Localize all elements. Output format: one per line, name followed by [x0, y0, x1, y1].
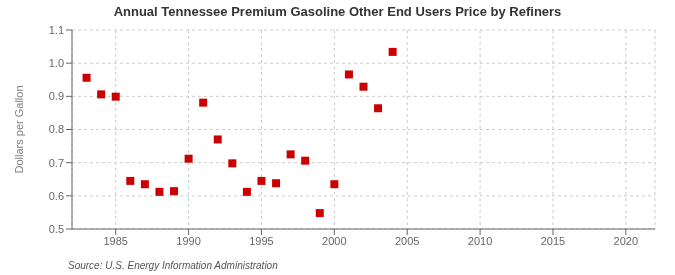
- svg-text:1990: 1990: [176, 235, 200, 247]
- svg-text:1.0: 1.0: [49, 57, 64, 69]
- svg-text:1985: 1985: [103, 235, 127, 247]
- html-text:Source: U.S. Energy Informatio: Source: U.S. Energy Information Administ…: [68, 260, 278, 271]
- svg-text:2015: 2015: [541, 235, 565, 247]
- svg-text:1995: 1995: [249, 235, 273, 247]
- html-text:Annual Tennessee Premium Gasol: Annual Tennessee Premium Gasoline Other …: [113, 4, 562, 19]
- svg-text:0.6: 0.6: [49, 190, 64, 202]
- svg-text:2000: 2000: [322, 235, 346, 247]
- svg-text:2005: 2005: [395, 235, 419, 247]
- svg-text:0.5: 0.5: [49, 223, 64, 235]
- svg-text:Dollars per Gallon: Dollars per Gallon: [13, 85, 25, 173]
- svg-text:1.1: 1.1: [49, 24, 64, 36]
- svg-text:0.9: 0.9: [49, 90, 64, 102]
- svg-text:0.7: 0.7: [49, 157, 64, 169]
- svg-text:2020: 2020: [614, 235, 638, 247]
- svg-text:0.8: 0.8: [49, 123, 64, 135]
- svg-text:2010: 2010: [468, 235, 492, 247]
